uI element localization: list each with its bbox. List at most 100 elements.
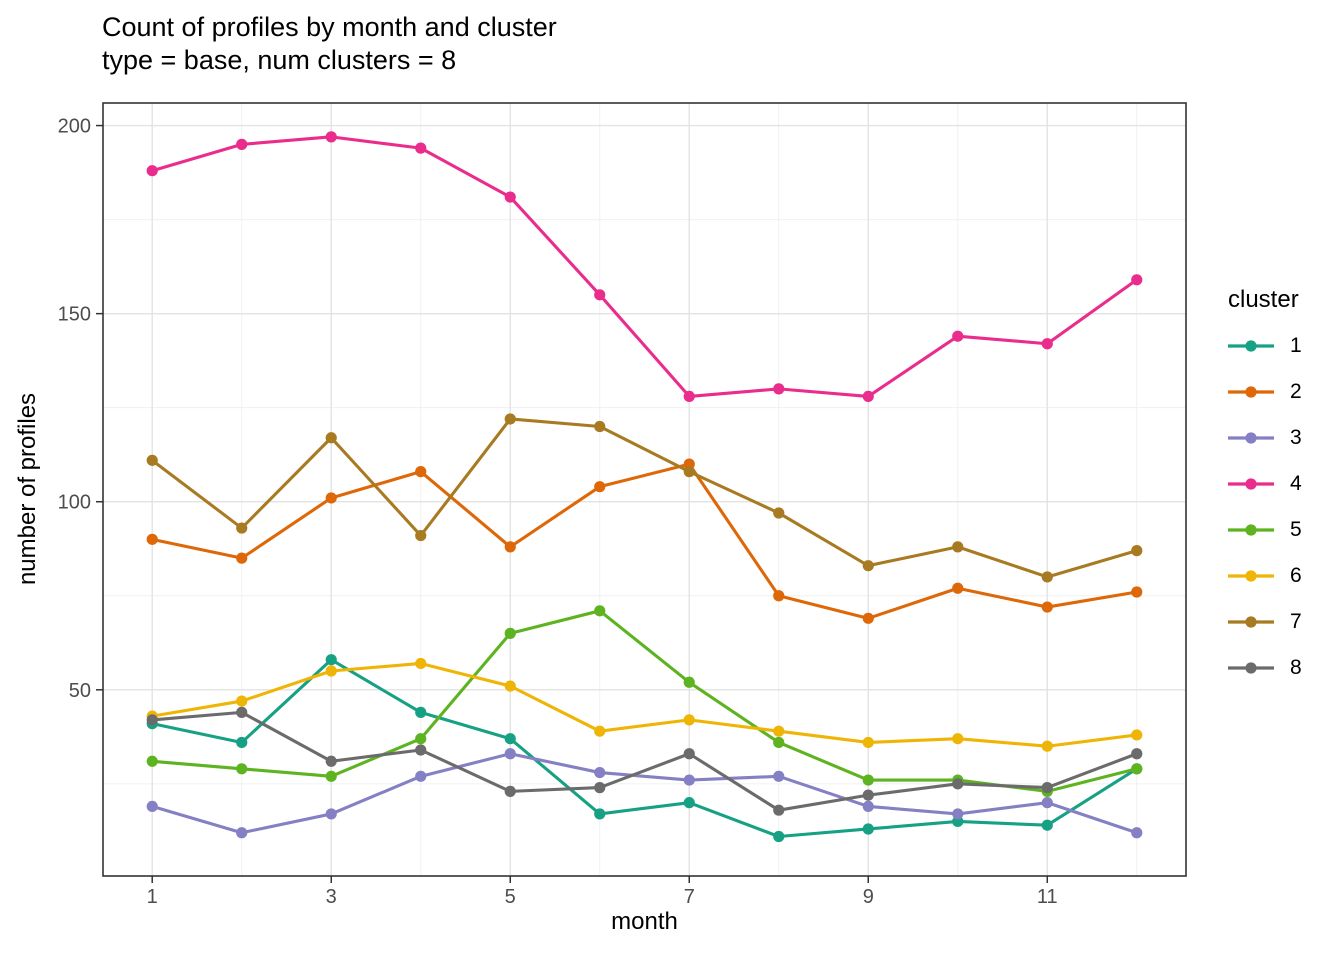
data-point-cluster8-m11	[1041, 782, 1053, 794]
data-point-cluster7-m2	[236, 522, 248, 534]
legend-entry-label: 5	[1290, 517, 1302, 541]
data-point-cluster8-m12	[1131, 748, 1143, 760]
data-point-cluster5-m6	[594, 605, 606, 617]
legend-entry-label: 3	[1290, 425, 1302, 449]
data-point-cluster4-m5	[504, 191, 516, 203]
data-point-cluster5-m5	[504, 627, 516, 639]
legend-entry-2: 2	[1228, 373, 1302, 410]
legend-entry-4: 4	[1228, 465, 1302, 502]
data-point-cluster6-m2	[236, 695, 248, 707]
y-tick-label: 200	[58, 116, 91, 138]
y-tick-label: 150	[58, 304, 91, 326]
legend-entry-3: 3	[1228, 419, 1302, 456]
data-point-cluster4-m7	[683, 390, 695, 403]
legend-entry-5: 5	[1228, 511, 1302, 548]
data-point-cluster6-m5	[504, 680, 516, 692]
legend-key-icon	[1228, 523, 1274, 536]
x-tick-label: 5	[505, 886, 516, 908]
data-point-cluster3-m9	[862, 800, 874, 813]
data-point-cluster6-m10	[952, 733, 964, 745]
data-point-cluster3-m5	[504, 748, 516, 760]
data-point-cluster6-m4	[415, 657, 427, 670]
chart-title: Count of profiles by month and cluster t…	[102, 11, 557, 77]
data-point-cluster8-m9	[862, 789, 874, 801]
legend-entries: 1 2 3 4 5 6 7 8	[1228, 327, 1302, 686]
x-tick-label: 7	[684, 886, 695, 908]
data-point-cluster1-m2	[236, 736, 248, 749]
data-point-cluster5-m4	[415, 733, 427, 745]
legend: cluster 1 2 3 4 5 6 7 8	[1228, 286, 1302, 695]
data-point-cluster8-m1	[146, 714, 158, 726]
x-tick-label: 11	[1037, 886, 1058, 908]
data-point-cluster4-m11	[1041, 338, 1053, 350]
data-point-cluster1-m6	[594, 808, 606, 820]
data-point-cluster7-m5	[504, 413, 516, 425]
x-tick-label: 1	[147, 886, 158, 908]
data-point-cluster1-m5	[504, 733, 516, 745]
data-point-cluster2-m6	[594, 481, 606, 493]
data-point-cluster6-m6	[594, 725, 606, 737]
data-point-cluster2-m4	[415, 466, 427, 478]
x-axis-title: month	[611, 908, 678, 935]
data-point-cluster5-m9	[862, 774, 874, 786]
x-tick-label: 9	[863, 886, 874, 908]
legend-entry-7: 7	[1228, 603, 1302, 640]
data-point-cluster2-m12	[1131, 586, 1143, 598]
data-point-cluster3-m4	[415, 770, 427, 782]
series-line-2	[150, 462, 1139, 620]
data-point-cluster8-m10	[952, 778, 964, 790]
data-point-cluster1-m7	[683, 797, 695, 809]
data-point-cluster3-m2	[236, 827, 248, 839]
data-point-cluster2-m2	[236, 552, 248, 564]
data-point-cluster3-m8	[773, 770, 785, 782]
data-point-cluster4-m3	[325, 131, 337, 143]
data-point-cluster8-m7	[683, 748, 695, 760]
data-point-cluster7-m7	[683, 466, 695, 478]
data-point-cluster1-m3	[325, 654, 337, 666]
y-axis-title: number of profiles	[14, 392, 41, 586]
data-point-cluster4-m9	[862, 390, 874, 403]
data-point-cluster4-m1	[146, 165, 158, 177]
data-point-cluster3-m3	[325, 808, 337, 820]
data-point-cluster8-m2	[236, 706, 248, 718]
data-point-cluster2-m8	[773, 590, 785, 602]
legend-entry-label: 7	[1290, 609, 1302, 633]
data-point-cluster5-m1	[146, 755, 158, 767]
data-point-cluster5-m8	[773, 736, 785, 749]
data-point-cluster4-m10	[952, 330, 964, 342]
data-point-cluster3-m6	[594, 766, 606, 779]
legend-key-icon	[1228, 615, 1274, 628]
data-point-cluster6-m9	[862, 736, 874, 749]
data-point-cluster3-m11	[1041, 797, 1053, 809]
legend-entry-label: 6	[1290, 563, 1302, 587]
data-point-cluster7-m3	[325, 432, 337, 444]
data-point-cluster2-m1	[146, 533, 158, 545]
data-point-cluster7-m9	[862, 560, 874, 572]
data-point-cluster5-m7	[683, 676, 695, 688]
data-point-cluster4-m4	[415, 142, 427, 154]
legend-entry-1: 1	[1228, 327, 1302, 364]
data-point-cluster7-m12	[1131, 545, 1143, 557]
data-point-cluster6-m3	[325, 665, 337, 677]
legend-title: cluster	[1228, 286, 1299, 313]
series-line-7	[150, 417, 1139, 579]
series-line-5	[150, 609, 1139, 793]
data-point-cluster5-m12	[1131, 763, 1143, 775]
data-point-cluster4-m6	[594, 289, 606, 301]
data-point-cluster4-m8	[773, 383, 785, 395]
data-point-cluster2-m9	[862, 612, 874, 624]
data-point-cluster6-m12	[1131, 729, 1143, 741]
legend-entry-label: 8	[1290, 655, 1302, 679]
data-point-cluster5-m3	[325, 770, 337, 782]
data-point-cluster3-m1	[146, 800, 158, 813]
data-point-cluster1-m8	[773, 830, 785, 843]
legend-entry-6: 6	[1228, 557, 1302, 594]
data-point-cluster1-m9	[862, 823, 874, 835]
data-point-cluster7-m11	[1041, 571, 1053, 583]
data-point-cluster7-m8	[773, 507, 785, 519]
chart-title-line2: type = base, num clusters = 8	[102, 45, 457, 75]
data-point-cluster1-m4	[415, 706, 427, 718]
data-point-cluster2-m11	[1041, 601, 1053, 613]
